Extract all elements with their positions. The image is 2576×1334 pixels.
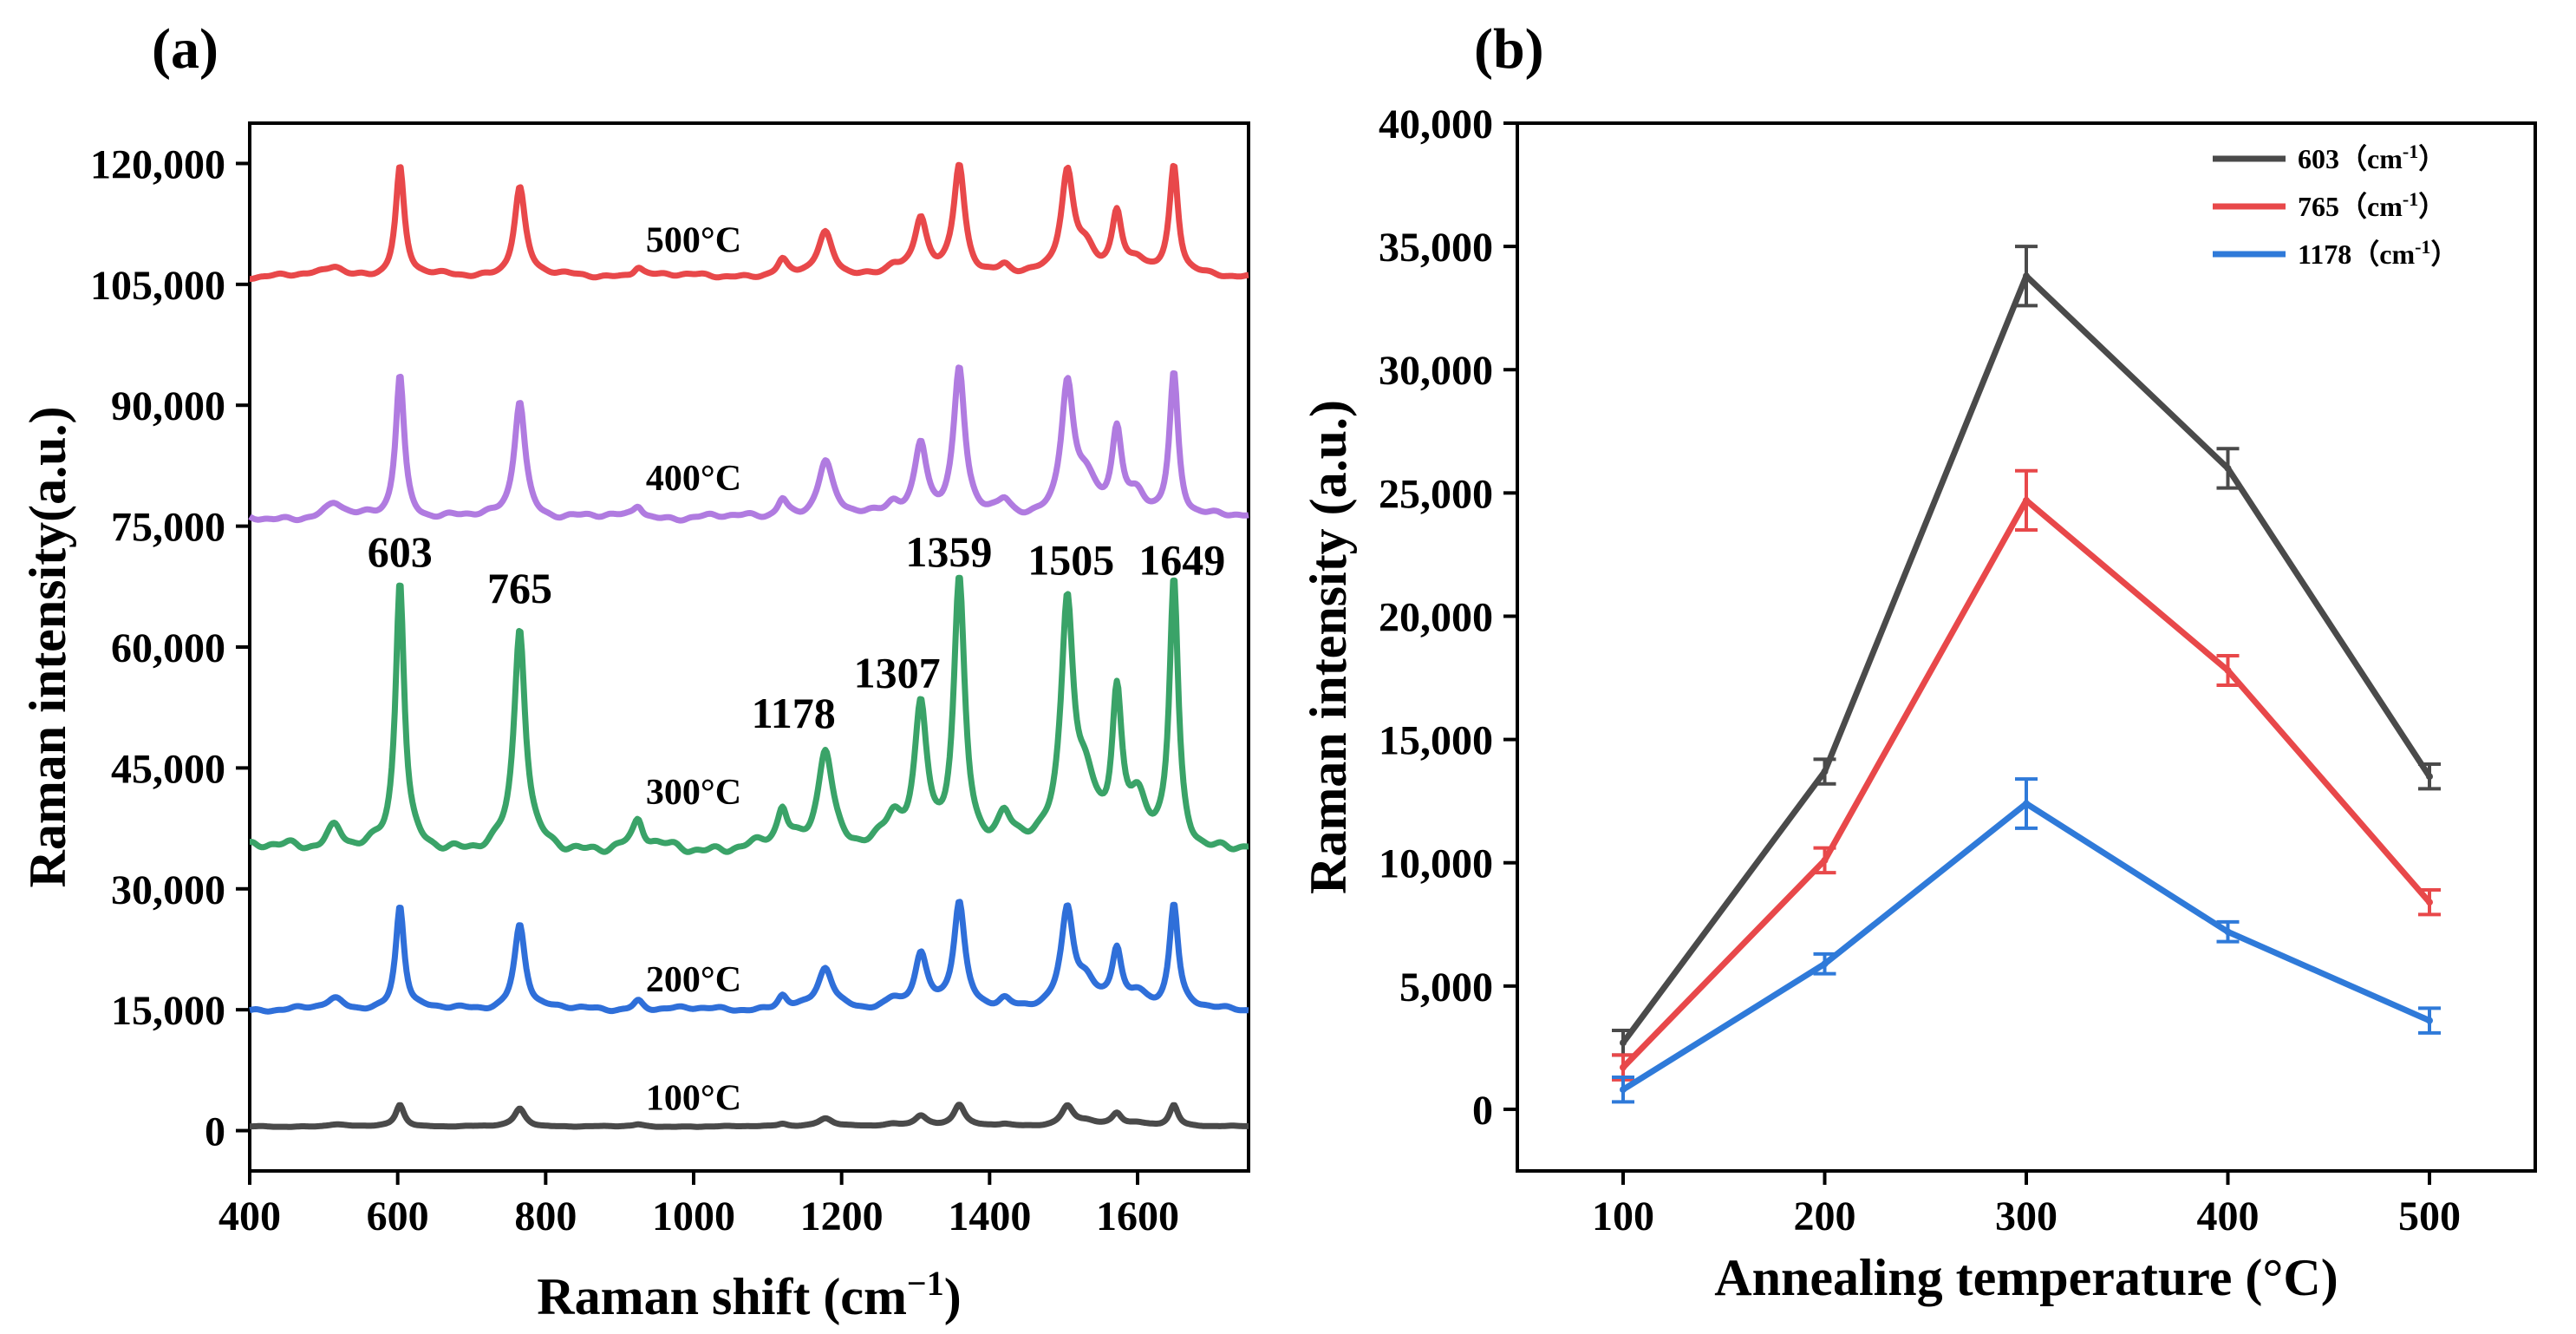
- y-tick-label: 15,000: [111, 988, 225, 1034]
- y-tick-label: 0: [1472, 1088, 1493, 1134]
- data-point: [2224, 464, 2232, 472]
- curve-label: 500°C: [646, 221, 741, 261]
- panel-a-curve-labels: 100°C 200°C 300°C 400°C 500°C: [646, 221, 741, 1119]
- x-tick-label: 400: [2197, 1193, 2260, 1239]
- peak-label: 603: [368, 527, 433, 576]
- panel-a-x-axis-label: Raman shift (cm−1): [537, 1264, 961, 1325]
- y-tick-label: 20,000: [1379, 594, 1493, 640]
- data-point: [1821, 960, 1829, 968]
- x-tick-label: 1400: [948, 1193, 1031, 1239]
- panel-b-y-axis-label: Raman intensity (a.u.): [1300, 400, 1357, 894]
- peak-label: 1178: [752, 689, 836, 737]
- data-point: [2426, 773, 2433, 781]
- panel-b: (b) 100 200 300 400 500 0 5,000 10,000 15,000 20,…: [1300, 17, 2537, 1306]
- y-tick-label: 60,000: [111, 625, 225, 671]
- x-tick-label: 200: [1794, 1193, 1856, 1239]
- panel-a-label: (a): [152, 17, 218, 81]
- legend-label: 1178（cm-1）: [2298, 236, 2458, 270]
- y-tick-label: 75,000: [111, 505, 225, 551]
- y-tick-label: 105,000: [90, 263, 225, 309]
- peak-label: 1649: [1138, 535, 1225, 584]
- data-point: [1620, 1063, 1627, 1071]
- data-point: [2023, 800, 2030, 808]
- data-point: [2426, 899, 2433, 906]
- y-tick-label: 15,000: [1379, 718, 1493, 764]
- panel-a-y-axis-label: Raman intensity(a.u.): [19, 406, 76, 887]
- panel-b-legend: 603（cm-1） 765（cm-1） 1178（cm-1）: [2213, 141, 2458, 270]
- y-tick-label: 40,000: [1379, 101, 1493, 147]
- x-tick-label: 400: [218, 1193, 281, 1239]
- data-point: [1821, 856, 1829, 864]
- x-tick-label: 1000: [652, 1193, 735, 1239]
- data-point: [2426, 1017, 2433, 1024]
- y-tick-label: 30,000: [111, 867, 225, 913]
- data-point: [1620, 1039, 1627, 1047]
- panel-a: (a) 400 600 800 1000 1200 1400 1600 0 15,000 30,0…: [19, 17, 1250, 1325]
- x-tick-label: 1600: [1096, 1193, 1179, 1239]
- y-tick-label: 90,000: [111, 383, 225, 429]
- panel-a-ticks: 400 600 800 1000 1200 1400 1600 0 15,000 30,000 45…: [90, 141, 1179, 1239]
- peak-label: 765: [487, 564, 552, 612]
- curve-label: 100°C: [646, 1078, 741, 1118]
- x-tick-label: 600: [367, 1193, 429, 1239]
- panel-b-series: [1612, 245, 2441, 1104]
- panel-b-x-axis-label: Annealing temperature (°C): [1714, 1249, 2338, 1306]
- panel-b-ticks: 100 200 300 400 500 0 5,000 10,000 15,000 20,000 2…: [1379, 101, 2461, 1239]
- x-tick-label: 1200: [800, 1193, 884, 1239]
- peak-label: 1307: [854, 648, 941, 696]
- panel-a-series: [248, 161, 1250, 1130]
- x-tick-label: 500: [2398, 1193, 2461, 1239]
- y-tick-label: 25,000: [1379, 471, 1493, 517]
- x-tick-label: 800: [514, 1193, 577, 1239]
- y-tick-label: 30,000: [1379, 348, 1493, 394]
- curve-label: 400°C: [646, 459, 741, 499]
- spectrum-line-200C: [248, 899, 1250, 1015]
- peak-label: 1505: [1027, 535, 1114, 584]
- y-tick-label: 0: [205, 1109, 225, 1155]
- legend-label: 765（cm-1）: [2298, 188, 2446, 222]
- x-tick-label: 100: [1592, 1193, 1654, 1239]
- curve-label: 200°C: [646, 960, 741, 1000]
- spectrum-line-300C: [248, 574, 1250, 855]
- data-point: [1620, 1086, 1627, 1094]
- data-point: [2224, 667, 2232, 675]
- y-tick-label: 35,000: [1379, 225, 1493, 271]
- spectrum-line-100C: [248, 1102, 1250, 1130]
- panel-a-peak-labels: 603 765 1178 1307 1359 1505 1649: [368, 527, 1225, 737]
- panel-b-label: (b): [1474, 17, 1544, 81]
- x-tick-label: 300: [1995, 1193, 2058, 1239]
- y-tick-label: 5,000: [1399, 965, 1493, 1010]
- spectrum-line-400C: [248, 364, 1250, 524]
- data-point: [2023, 496, 2030, 504]
- y-tick-label: 120,000: [90, 141, 225, 187]
- peak-label: 1359: [905, 527, 992, 576]
- y-tick-label: 45,000: [111, 746, 225, 792]
- series-line-0: [1621, 272, 2432, 1045]
- data-point: [2224, 928, 2232, 936]
- legend-label: 603（cm-1）: [2298, 141, 2446, 174]
- spectrum-line-500C: [248, 161, 1250, 282]
- y-tick-label: 10,000: [1379, 841, 1493, 887]
- data-point: [2023, 272, 2030, 280]
- curve-label: 300°C: [646, 773, 741, 813]
- data-point: [1821, 768, 1829, 775]
